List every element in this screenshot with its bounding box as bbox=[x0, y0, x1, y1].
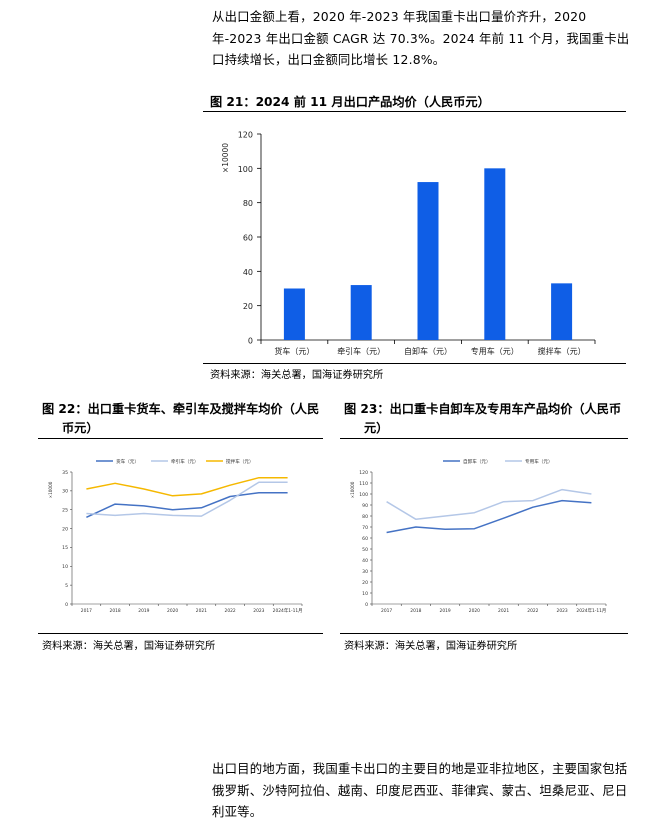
x-tick-label: 2021 bbox=[196, 608, 207, 614]
x-tick-label: 2020 bbox=[469, 608, 480, 614]
figure-21-source: 资料来源：海关总署，国海证券研究所 bbox=[210, 370, 384, 381]
y-multiplier-label: ×10000 bbox=[48, 481, 53, 498]
y-tick-label: 120 bbox=[359, 470, 368, 476]
legend-label: 专用车（元） bbox=[525, 458, 553, 465]
figure-21-bottom-rule bbox=[203, 363, 626, 364]
series-line bbox=[386, 488, 592, 521]
bar bbox=[350, 285, 372, 340]
y-tick-label: 30 bbox=[62, 489, 68, 495]
y-tick-label: 100 bbox=[238, 165, 253, 174]
bar bbox=[551, 283, 573, 340]
y-tick-label: 15 bbox=[62, 545, 68, 551]
figure-22-bottom-rule bbox=[38, 633, 323, 634]
series-line bbox=[86, 481, 288, 517]
y-tick-label: 0 bbox=[248, 337, 253, 346]
figure-22-title-line1: 图 22：出口重卡货车、牵引车及搅拌车均价（人民 bbox=[42, 402, 320, 416]
x-tick-label: 2019 bbox=[440, 608, 451, 614]
figure-22-title-line2: 币元） bbox=[62, 421, 99, 435]
figure-21-top-rule bbox=[203, 111, 626, 112]
series-line bbox=[86, 476, 288, 497]
y-tick-label: 40 bbox=[243, 268, 253, 277]
y-tick-label: 0 bbox=[365, 602, 368, 608]
figure-23-top-rule bbox=[340, 438, 628, 439]
bar bbox=[417, 182, 439, 340]
y-tick-label: 80 bbox=[243, 199, 253, 208]
y-tick-label: 60 bbox=[243, 234, 253, 243]
y-tick-label: 40 bbox=[362, 558, 368, 564]
y-multiplier-label: ×10000 bbox=[350, 481, 355, 498]
legend-label: 自卸车（元） bbox=[463, 458, 491, 465]
figure-23-source: 资料来源：海关总署，国海证券研究所 bbox=[344, 641, 518, 652]
figure-21-bar-chart: 0 20 40 60 80 100 120 ×10000 货车（元） 牵引车（元） 自卸车（元） 专用… bbox=[221, 131, 596, 356]
x-tick-label: 2024年1-11月 bbox=[273, 607, 303, 614]
x-tick-label: 2024年1-11月 bbox=[576, 607, 606, 614]
bar bbox=[283, 288, 305, 340]
y-tick-label: 120 bbox=[238, 131, 253, 140]
y-tick-label: 80 bbox=[362, 514, 368, 520]
y-tick-label: 20 bbox=[362, 580, 368, 586]
x-tick-label: 专用车（元） bbox=[471, 346, 519, 356]
y-tick-label: 30 bbox=[362, 569, 368, 575]
intro-paragraph: 从出口金额上看，2020 年-2023 年我国重卡出口量价齐升，2020 年-2… bbox=[212, 9, 630, 67]
y-tick-label: 50 bbox=[362, 547, 368, 553]
figure-21-title: 图 21：2024 前 11 月出口产品均价（人民币元） bbox=[210, 95, 490, 109]
legend-label: 货车（元） bbox=[116, 458, 139, 465]
x-tick-label: 2023 bbox=[253, 608, 264, 614]
x-tick-label: 牵引车（元） bbox=[337, 346, 385, 356]
figure-22-source: 资料来源：海关总署，国海证券研究所 bbox=[42, 641, 216, 652]
x-tick-label: 2017 bbox=[381, 608, 392, 614]
y-tick-label: 10 bbox=[362, 591, 368, 597]
figure-23-title-line1: 图 23：出口重卡自卸车及专用车产品均价（人民币 bbox=[344, 402, 622, 416]
x-tick-label: 货车（元） bbox=[274, 346, 314, 356]
y-tick-label: 10 bbox=[62, 564, 68, 570]
x-tick-label: 2018 bbox=[410, 608, 421, 614]
y-tick-label: 25 bbox=[62, 508, 68, 514]
x-tick-label: 2019 bbox=[138, 608, 149, 614]
x-tick-label: 2018 bbox=[110, 608, 121, 614]
figure-23-line-chart: 0 10 20 30 40 50 60 70 80 90 100 110 120 ×10000 2017 20… bbox=[350, 458, 606, 614]
x-tick-label: 2023 bbox=[557, 608, 568, 614]
legend-label: 搅拌车（元） bbox=[226, 458, 254, 465]
x-tick-label: 2021 bbox=[498, 608, 509, 614]
figure-23-bottom-rule bbox=[340, 633, 628, 634]
y-tick-label: 35 bbox=[62, 470, 68, 476]
y-tick-label: 20 bbox=[62, 526, 68, 532]
figure-22-top-rule bbox=[38, 438, 323, 439]
series-line bbox=[86, 491, 288, 518]
y-tick-label: 60 bbox=[362, 536, 368, 542]
y-tick-label: 5 bbox=[65, 583, 68, 589]
y-tick-label: 90 bbox=[362, 503, 368, 509]
legend-label: 牵引车（元） bbox=[171, 458, 199, 465]
x-tick-label: 2020 bbox=[167, 608, 178, 614]
y-tick-label: 100 bbox=[359, 492, 368, 498]
figure-23-title-line2: 元） bbox=[364, 421, 389, 435]
x-tick-label: 2017 bbox=[81, 608, 92, 614]
series-line bbox=[386, 499, 592, 534]
y-tick-label: 20 bbox=[243, 302, 253, 311]
bar bbox=[484, 168, 506, 340]
y-multiplier-label: ×10000 bbox=[221, 143, 230, 173]
x-tick-label: 2022 bbox=[527, 608, 538, 614]
x-tick-label: 2022 bbox=[225, 608, 236, 614]
y-tick-label: 0 bbox=[65, 602, 68, 608]
y-tick-label: 110 bbox=[359, 481, 368, 487]
y-tick-label: 70 bbox=[362, 525, 368, 531]
outro-paragraph: 出口目的地方面，我国重卡出口的主要目的地是亚非拉地区，主要国家包括俄罗斯、沙特阿… bbox=[212, 761, 628, 819]
x-tick-label: 自卸车（元） bbox=[404, 346, 452, 356]
figure-22-line-chart: 0 5 10 15 20 25 30 35 ×10000 2017 2018 2019 2020 2021… bbox=[48, 458, 303, 614]
x-tick-label: 搅拌车（元） bbox=[538, 346, 586, 356]
